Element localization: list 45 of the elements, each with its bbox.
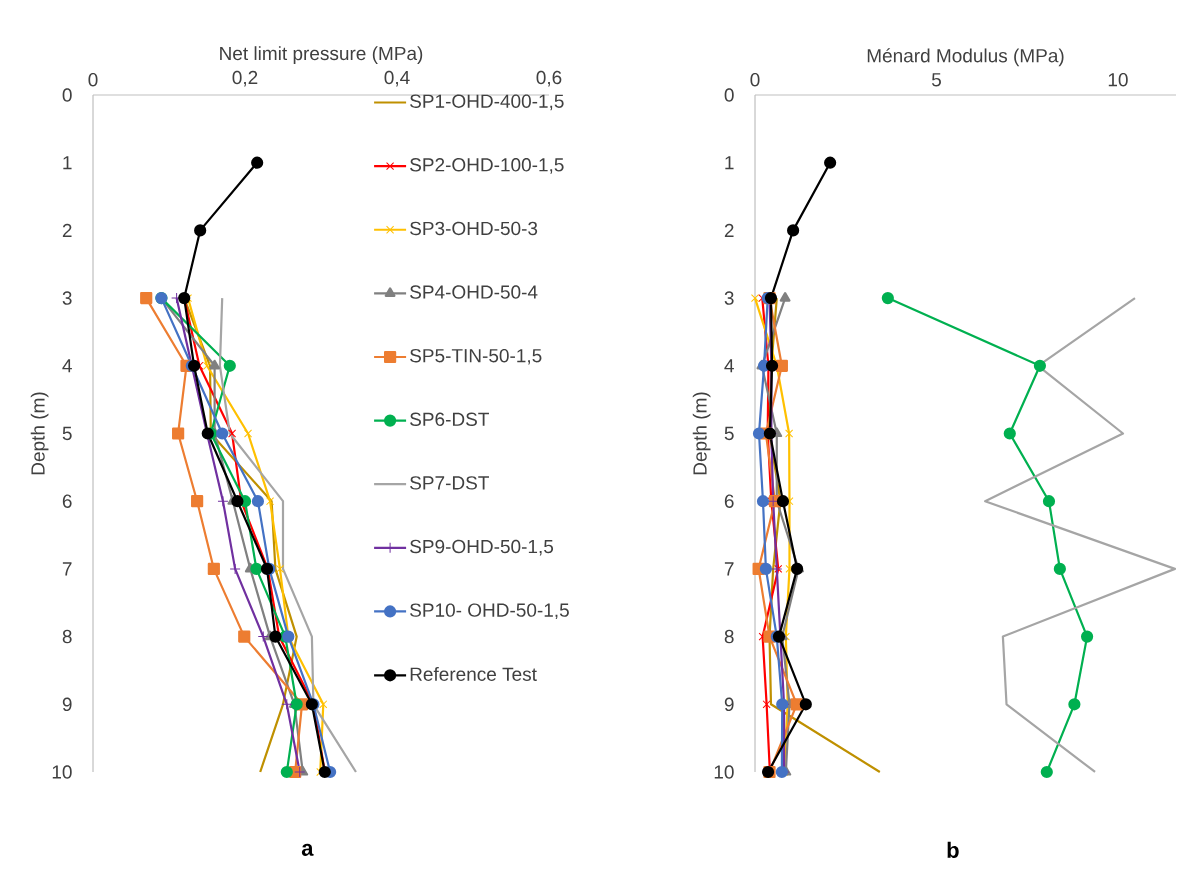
legend-label: Reference Test bbox=[410, 667, 537, 681]
x-tick-label: 0,4 bbox=[384, 70, 410, 87]
x-tick-label: 0,6 bbox=[536, 70, 562, 87]
legend-label: SP9-OHD-50-1,5 bbox=[410, 539, 554, 556]
y-tick-label: 3 bbox=[724, 291, 734, 305]
text: a bbox=[301, 843, 314, 856]
y-tick-label: 0 bbox=[724, 88, 734, 102]
y-tick-label: 10 bbox=[714, 765, 734, 779]
legend-label: SP10- OHD-50-1,5 bbox=[410, 603, 569, 620]
y-tick-label: 6 bbox=[724, 494, 734, 508]
legend-label: SP5-TIN-50-1,5 bbox=[410, 348, 542, 365]
x-axis-title: Ménard Modulus (MPa) bbox=[867, 48, 1064, 67]
y-axis-title: Depth (m) bbox=[30, 392, 49, 475]
y-tick-label: 6 bbox=[62, 494, 72, 508]
y-tick-label: 7 bbox=[724, 562, 734, 576]
y-tick-label: 1 bbox=[725, 156, 734, 170]
y-tick-label: 5 bbox=[62, 426, 72, 441]
y-tick-label: 1 bbox=[63, 156, 72, 170]
text: b bbox=[947, 841, 959, 858]
x-tick-label: 0,2 bbox=[232, 70, 258, 87]
y-tick-label: 0 bbox=[62, 88, 72, 102]
legend-label: SP6-DST bbox=[410, 412, 489, 426]
legend-label: SP3-OHD-50-3 bbox=[410, 221, 538, 236]
x-tick-label: 0 bbox=[750, 73, 760, 87]
legend-label: SP7-DST bbox=[410, 476, 489, 490]
y-tick-label: 2 bbox=[62, 223, 72, 238]
y-tick-label: 9 bbox=[724, 697, 734, 712]
y-tick-label: 9 bbox=[62, 697, 72, 712]
x-tick-label: 5 bbox=[931, 73, 941, 87]
x-axis-title: Net limit pressure (MPa) bbox=[220, 46, 423, 64]
legend-label: SP2-OHD-100-1,5 bbox=[410, 158, 564, 174]
y-tick-label: 4 bbox=[724, 359, 734, 373]
y-tick-label: 8 bbox=[62, 629, 72, 644]
y-axis-title: Depth (m) bbox=[692, 392, 711, 475]
y-tick-label: 3 bbox=[62, 291, 72, 305]
y-tick-label: 2 bbox=[724, 223, 734, 238]
y-tick-label: 10 bbox=[52, 765, 72, 779]
y-tick-label: 8 bbox=[724, 629, 734, 644]
x-tick-label: 0 bbox=[88, 73, 98, 87]
legend-label: SP1-OHD-400-1,5 bbox=[410, 94, 564, 111]
legend-label: SP4-OHD-50-4 bbox=[410, 285, 538, 299]
x-tick-label: 10 bbox=[1108, 73, 1128, 87]
y-tick-label: 4 bbox=[62, 359, 72, 373]
y-tick-label: 7 bbox=[62, 562, 72, 576]
y-tick-label: 5 bbox=[724, 426, 734, 441]
